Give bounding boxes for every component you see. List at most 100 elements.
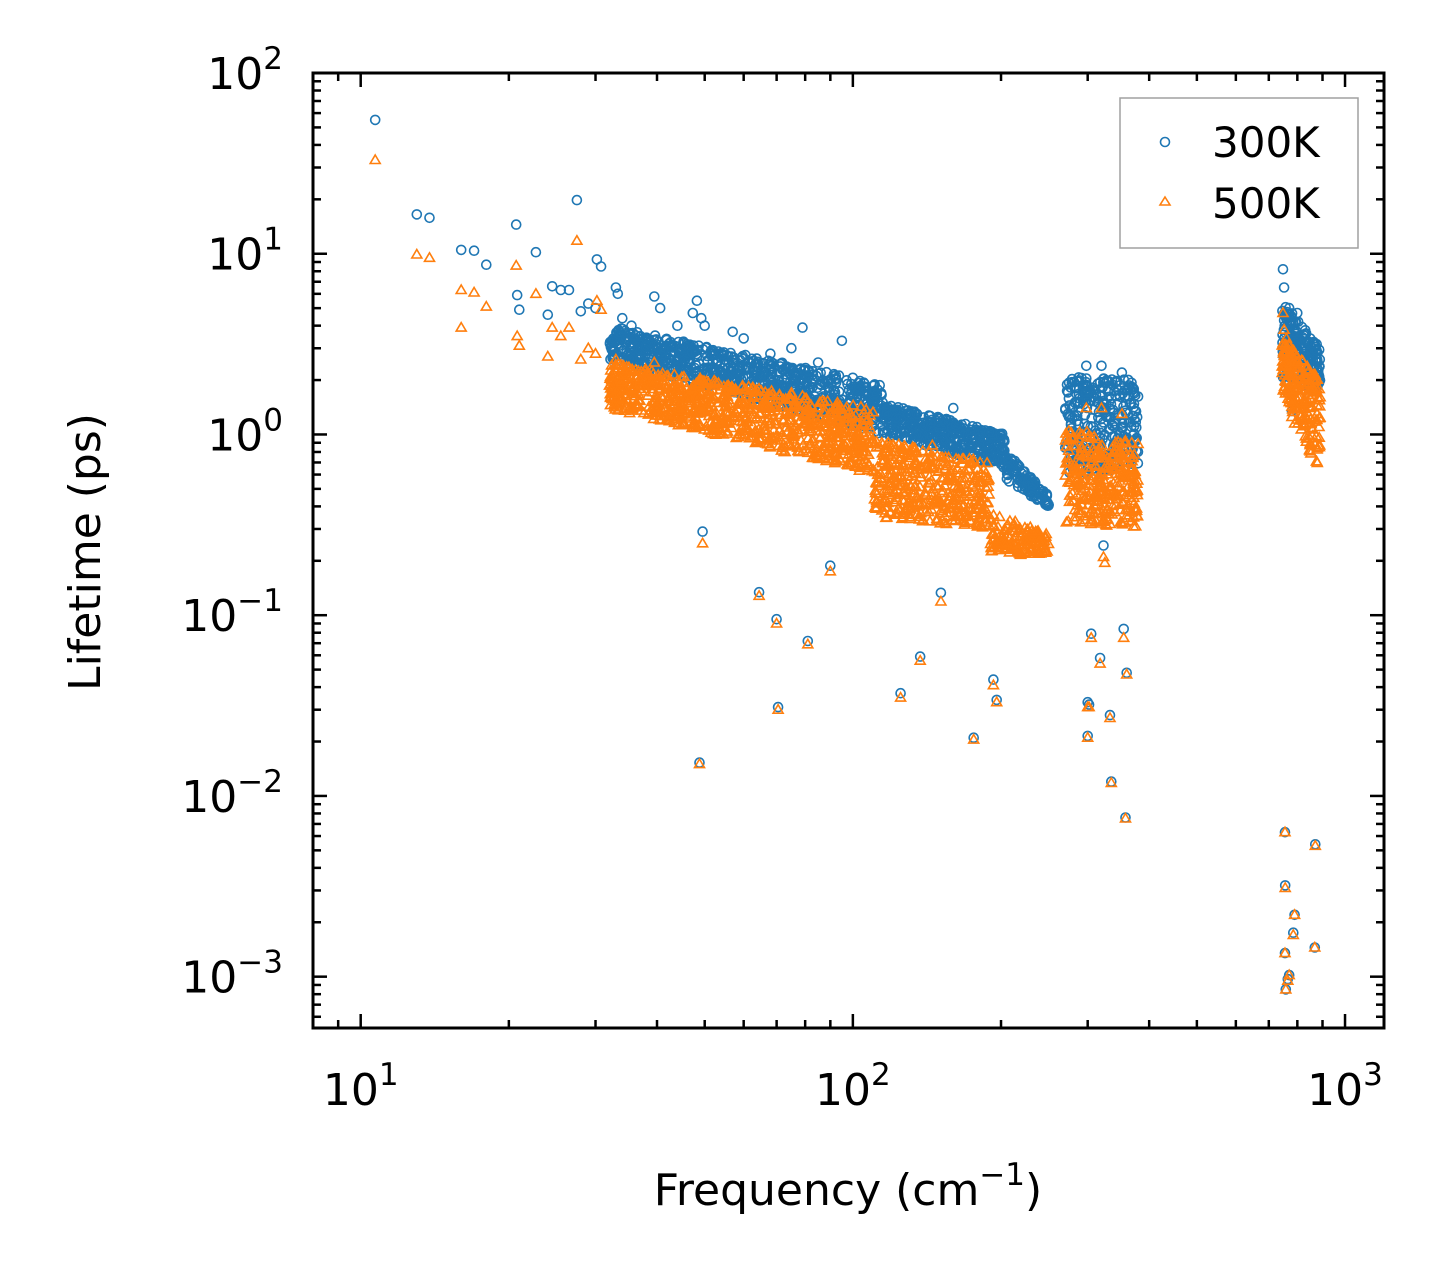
- point-500k: [801, 637, 815, 649]
- point-500k: [706, 409, 720, 421]
- point-300k: [821, 376, 833, 388]
- point-500k: [1081, 430, 1095, 442]
- point-500k: [842, 405, 856, 417]
- point-500k: [625, 362, 639, 374]
- point-500k: [529, 287, 543, 299]
- point-300k: [651, 345, 662, 356]
- point-500k: [750, 410, 764, 422]
- point-500k: [698, 422, 711, 434]
- point-500k: [846, 398, 860, 410]
- point-500k: [1303, 376, 1317, 388]
- point-300k: [510, 219, 522, 230]
- point-500k: [668, 408, 681, 420]
- point-500k: [1059, 426, 1073, 438]
- point-500k: [798, 416, 811, 428]
- point-500k: [1008, 514, 1022, 526]
- point-500k: [613, 389, 627, 401]
- point-500k: [770, 616, 783, 628]
- point-500k: [910, 490, 923, 502]
- point-300k: [786, 342, 797, 354]
- point-500k: [454, 283, 468, 295]
- point-500k: [952, 453, 965, 465]
- point-500k: [1079, 401, 1093, 413]
- point-500k: [1116, 517, 1129, 529]
- point-500k: [594, 303, 608, 315]
- point-500k: [984, 513, 998, 525]
- point-500k: [1281, 392, 1295, 404]
- point-500k: [679, 392, 693, 404]
- point-500k: [1078, 509, 1092, 521]
- point-500k: [1060, 515, 1073, 527]
- point-500k: [1295, 372, 1308, 384]
- point-500k: [1125, 494, 1139, 506]
- point-300k: [1292, 307, 1303, 319]
- point-500k: [973, 455, 987, 467]
- point-500k: [787, 416, 801, 428]
- point-300k: [1123, 391, 1134, 402]
- point-500k: [862, 457, 876, 469]
- y-tick-label: 10−1: [181, 583, 283, 642]
- point-300k: [950, 419, 962, 431]
- point-500k: [1078, 491, 1092, 503]
- point-500k: [1104, 776, 1118, 788]
- point-500k: [729, 407, 743, 419]
- point-300k: [974, 432, 986, 443]
- point-500k: [1290, 377, 1304, 389]
- point-500k: [971, 462, 984, 474]
- point-500k: [1282, 369, 1296, 381]
- point-300k: [620, 332, 632, 344]
- point-500k: [876, 454, 889, 466]
- point-300k: [1003, 476, 1015, 487]
- point-300k: [1027, 479, 1039, 490]
- point-300k: [530, 246, 542, 258]
- point-300k: [828, 384, 840, 396]
- point-300k: [1098, 373, 1109, 384]
- point-300k: [963, 437, 975, 449]
- point-300k: [1299, 333, 1311, 345]
- point-500k: [827, 417, 841, 429]
- point-500k: [987, 526, 1000, 538]
- point-300k: [571, 194, 583, 206]
- point-500k: [621, 371, 635, 383]
- point-500k: [980, 496, 994, 508]
- point-500k: [1083, 464, 1096, 476]
- point-300k: [879, 413, 891, 425]
- point-300k: [788, 374, 800, 386]
- point-500k: [614, 372, 628, 384]
- point-500k: [885, 467, 899, 479]
- point-500k: [729, 382, 742, 394]
- point-300k: [1278, 282, 1290, 293]
- point-300k: [614, 326, 626, 338]
- point-300k: [595, 261, 607, 272]
- point-500k: [1089, 460, 1103, 472]
- point-500k: [1095, 438, 1109, 450]
- point-500k: [1093, 657, 1107, 668]
- point-500k: [1086, 506, 1100, 518]
- point-500k: [1103, 711, 1117, 723]
- point-500k: [1089, 447, 1103, 459]
- point-500k: [1278, 946, 1292, 958]
- point-500k: [1312, 411, 1326, 423]
- point-300k: [877, 397, 889, 408]
- point-500k: [910, 507, 924, 519]
- point-500k: [1277, 360, 1291, 372]
- point-500k: [1312, 431, 1326, 443]
- point-300k: [886, 427, 898, 439]
- point-500k: [673, 376, 686, 388]
- point-500k: [1065, 432, 1079, 444]
- point-500k: [479, 300, 493, 311]
- legend-marker-300k: [1159, 136, 1171, 148]
- point-300k: [779, 362, 791, 374]
- point-500k: [891, 502, 905, 514]
- point-500k: [842, 447, 856, 459]
- point-300k: [1277, 263, 1289, 275]
- point-300k: [1279, 880, 1291, 891]
- point-500k: [744, 403, 758, 415]
- point-500k: [722, 417, 736, 428]
- point-300k: [803, 370, 815, 382]
- point-300k: [928, 425, 939, 437]
- point-300k: [1307, 337, 1319, 349]
- point-300k: [830, 370, 842, 381]
- point-500k: [934, 504, 948, 516]
- point-500k: [1300, 362, 1313, 374]
